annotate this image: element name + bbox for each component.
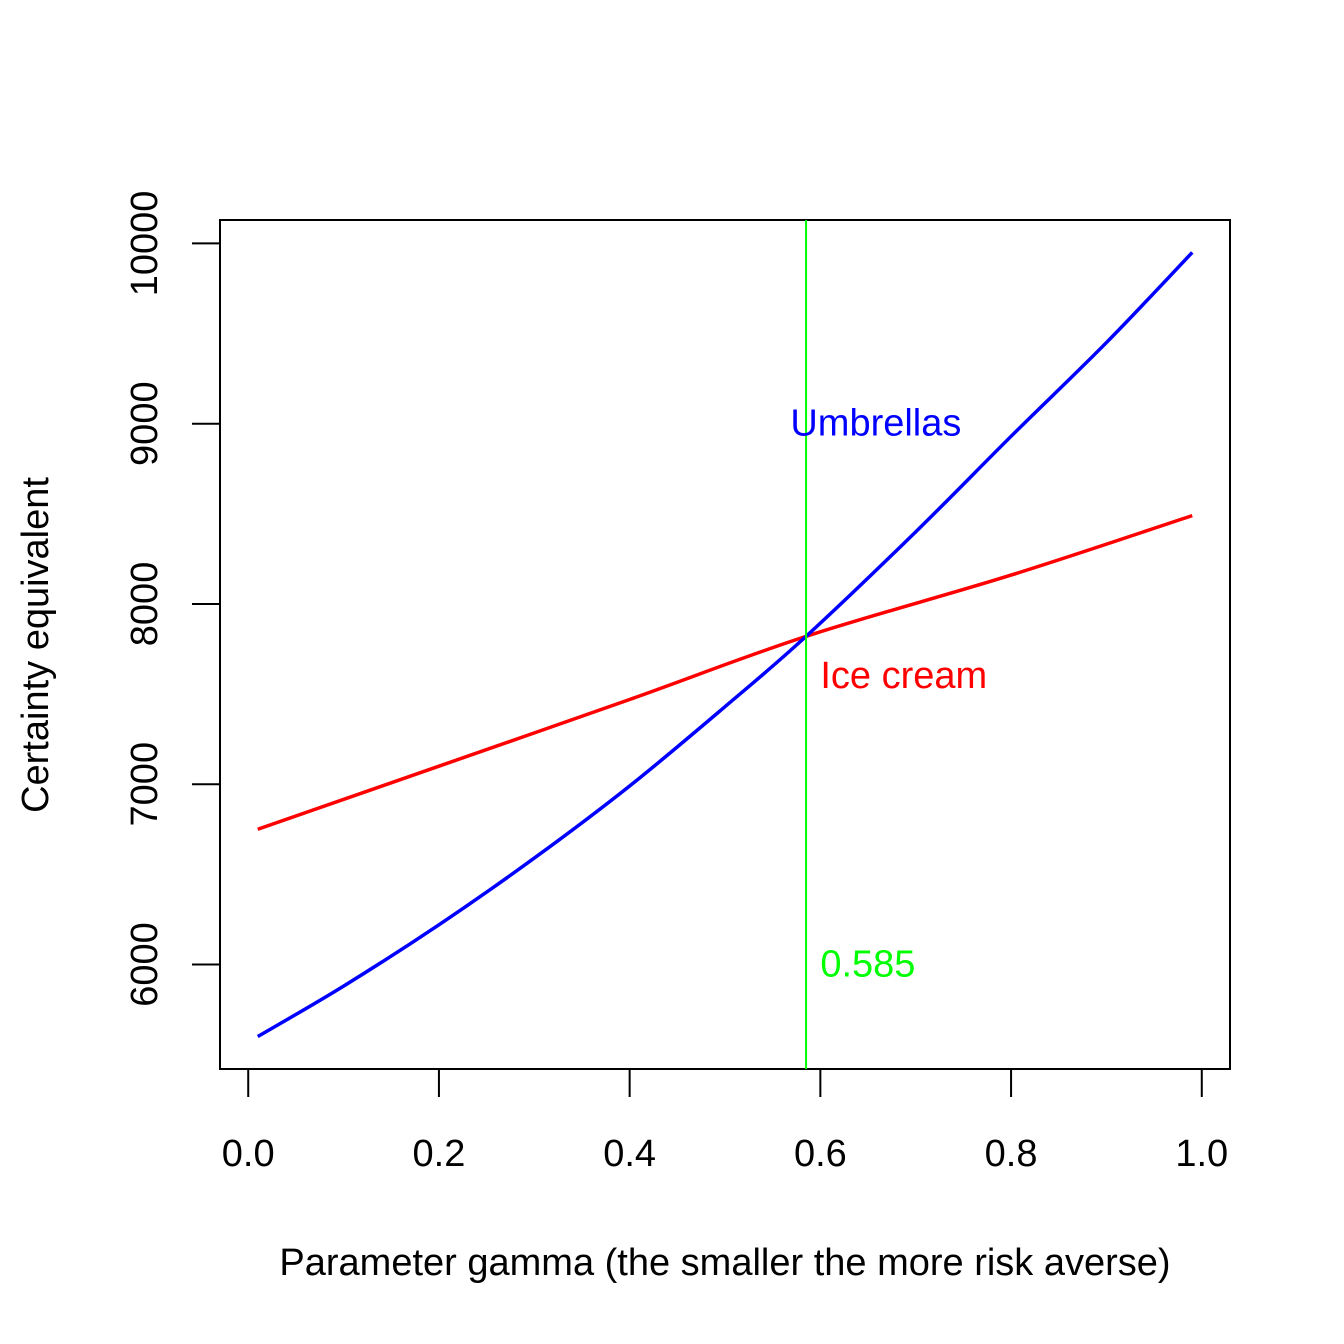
- annotation-ice-cream: Ice cream: [820, 655, 987, 697]
- y-axis: 6000 7000 8000 9000 10000: [124, 191, 221, 1007]
- y-tick-label: 9000: [124, 381, 166, 466]
- x-tick-label: 0.0: [222, 1133, 275, 1175]
- y-tick-label: 8000: [124, 562, 166, 647]
- annotation-umbrellas: Umbrellas: [790, 403, 961, 445]
- x-axis: 0.0 0.2 0.4 0.6 0.8 1.0: [222, 1068, 1228, 1175]
- x-axis-title: Parameter gamma (the smaller the more ri…: [279, 1242, 1170, 1284]
- annotation-0-585: 0.585: [820, 943, 915, 985]
- series-layer: [256, 220, 1194, 1069]
- x-tick-label: 0.6: [794, 1133, 847, 1175]
- x-tick-label: 1.0: [1175, 1133, 1228, 1175]
- plot-frame: [219, 219, 1231, 1070]
- annotation-layer: Umbrellas Ice cream 0.585: [790, 403, 987, 986]
- y-axis-title: Certainty equivalent: [15, 477, 57, 813]
- x-tick-label: 0.2: [413, 1133, 466, 1175]
- x-tick-label: 0.4: [603, 1133, 656, 1175]
- x-tick-label: 0.8: [985, 1133, 1038, 1175]
- series-line-umbrellas: [256, 251, 1194, 1039]
- y-tick-label: 10000: [124, 191, 166, 297]
- y-tick-label: 7000: [124, 742, 166, 827]
- y-tick-label: 6000: [124, 922, 166, 1007]
- series-line-ice-cream: [257, 513, 1193, 831]
